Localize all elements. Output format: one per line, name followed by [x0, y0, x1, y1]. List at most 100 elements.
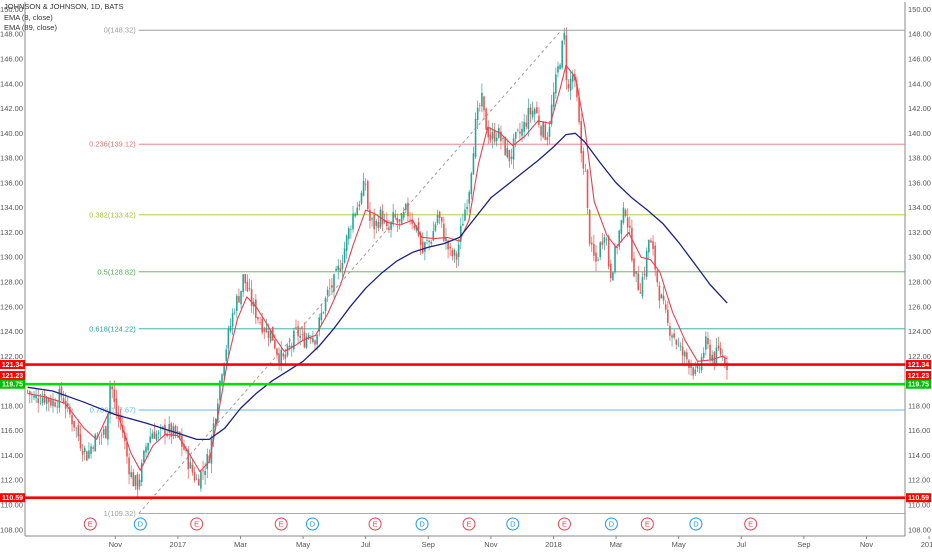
y-tick-right: 140.00	[908, 129, 931, 138]
candle-body	[162, 426, 164, 429]
candle-body	[149, 436, 151, 443]
candle-body	[75, 427, 78, 429]
y-tick-left: 150.00	[0, 5, 23, 14]
candle-body	[582, 151, 585, 169]
candle-body	[356, 207, 359, 216]
price-tag-left	[0, 371, 25, 381]
candle-body	[159, 427, 162, 430]
candle-body	[295, 327, 297, 328]
candle-body	[200, 471, 202, 489]
candle-body	[487, 127, 490, 138]
candle-body	[145, 446, 147, 453]
price-tag-left	[0, 360, 25, 370]
x-tick-label: Mar	[610, 540, 623, 549]
candle-body	[472, 153, 475, 175]
candle-body	[301, 333, 304, 335]
candle-body	[278, 354, 280, 364]
candle-body	[493, 130, 496, 142]
x-tick-label: May	[296, 540, 310, 549]
candle-body	[132, 472, 135, 487]
candle-body	[500, 131, 502, 142]
candle-body	[390, 221, 392, 230]
dividend-marker	[415, 517, 429, 531]
candle-body	[440, 217, 443, 222]
event-marker-label: E	[562, 520, 567, 529]
y-tick-right: 128.00	[908, 278, 931, 287]
candle-body	[88, 450, 90, 459]
candle-body	[115, 398, 118, 415]
candle-body	[476, 107, 479, 120]
candle-body	[113, 389, 116, 403]
y-tick-right: 130.00	[908, 253, 931, 262]
candle-body	[654, 245, 656, 270]
candle-body	[312, 337, 314, 342]
candle-body	[517, 129, 519, 131]
candle-body	[447, 240, 449, 250]
candle-body	[612, 272, 614, 281]
candle-body	[128, 457, 130, 475]
candle-body	[73, 420, 75, 428]
candle-body	[381, 210, 384, 225]
candle-body	[457, 244, 460, 258]
candle-body	[223, 363, 225, 376]
candle-body	[413, 225, 416, 228]
candle-body	[276, 348, 278, 355]
event-marker-label: D	[310, 520, 316, 529]
earnings-marker	[744, 517, 758, 531]
candle-body	[504, 137, 506, 156]
candle-body	[679, 345, 682, 347]
candle-body	[650, 240, 652, 243]
ema89-legend: EMA (89, close)	[4, 23, 57, 32]
candle-body	[529, 107, 532, 115]
price-tag-left	[0, 379, 25, 389]
symbol-title: JOHNSON & JOHNSON, 1D, BATS	[4, 2, 124, 11]
candle-body	[717, 345, 720, 349]
event-marker-label: E	[748, 520, 753, 529]
candle-body	[601, 241, 604, 245]
ema8-line	[27, 64, 728, 473]
candle-body	[402, 211, 405, 218]
candle-body	[83, 447, 86, 452]
candle-body	[597, 259, 599, 261]
fib-level-label: 0.618(124.22)	[89, 324, 136, 333]
event-marker-label: D	[510, 520, 516, 529]
candle-body	[316, 334, 318, 345]
candle-body	[364, 183, 367, 185]
x-tick-label: Mar	[234, 540, 247, 549]
candle-body	[335, 268, 337, 271]
candle-body	[94, 434, 97, 452]
candle-body	[702, 352, 705, 358]
candle-body	[383, 220, 386, 223]
candle-body	[377, 222, 380, 228]
candle-body	[352, 213, 354, 230]
y-tick-left: 146.00	[0, 54, 23, 63]
candle-body	[449, 246, 452, 249]
x-tick-label: 2018	[545, 540, 562, 549]
candle-body	[43, 394, 46, 403]
candle-body	[724, 358, 726, 366]
candle-body	[225, 349, 228, 362]
candle-body	[206, 454, 209, 470]
candle-body	[681, 346, 684, 356]
candle-body	[407, 202, 409, 217]
candle-body	[409, 219, 411, 221]
candle-body	[635, 270, 637, 274]
candle-body	[405, 203, 407, 211]
x-tick-label: May	[672, 540, 686, 549]
candle-body	[576, 83, 578, 98]
candle-body	[195, 478, 198, 480]
candle-body	[561, 40, 563, 68]
candle-body	[56, 406, 59, 408]
candle-body	[432, 230, 435, 241]
candle-body	[151, 433, 154, 439]
candle-body	[468, 192, 471, 204]
candle-body	[698, 367, 701, 369]
legend: JOHNSON & JOHNSON, 1D, BATS EMA (8, clos…	[4, 2, 123, 34]
candle-body	[343, 248, 346, 263]
candle-body	[360, 192, 363, 204]
candle-body	[98, 436, 101, 438]
candle-body	[626, 217, 629, 228]
candle-body	[244, 273, 247, 284]
candle-body	[35, 394, 37, 399]
